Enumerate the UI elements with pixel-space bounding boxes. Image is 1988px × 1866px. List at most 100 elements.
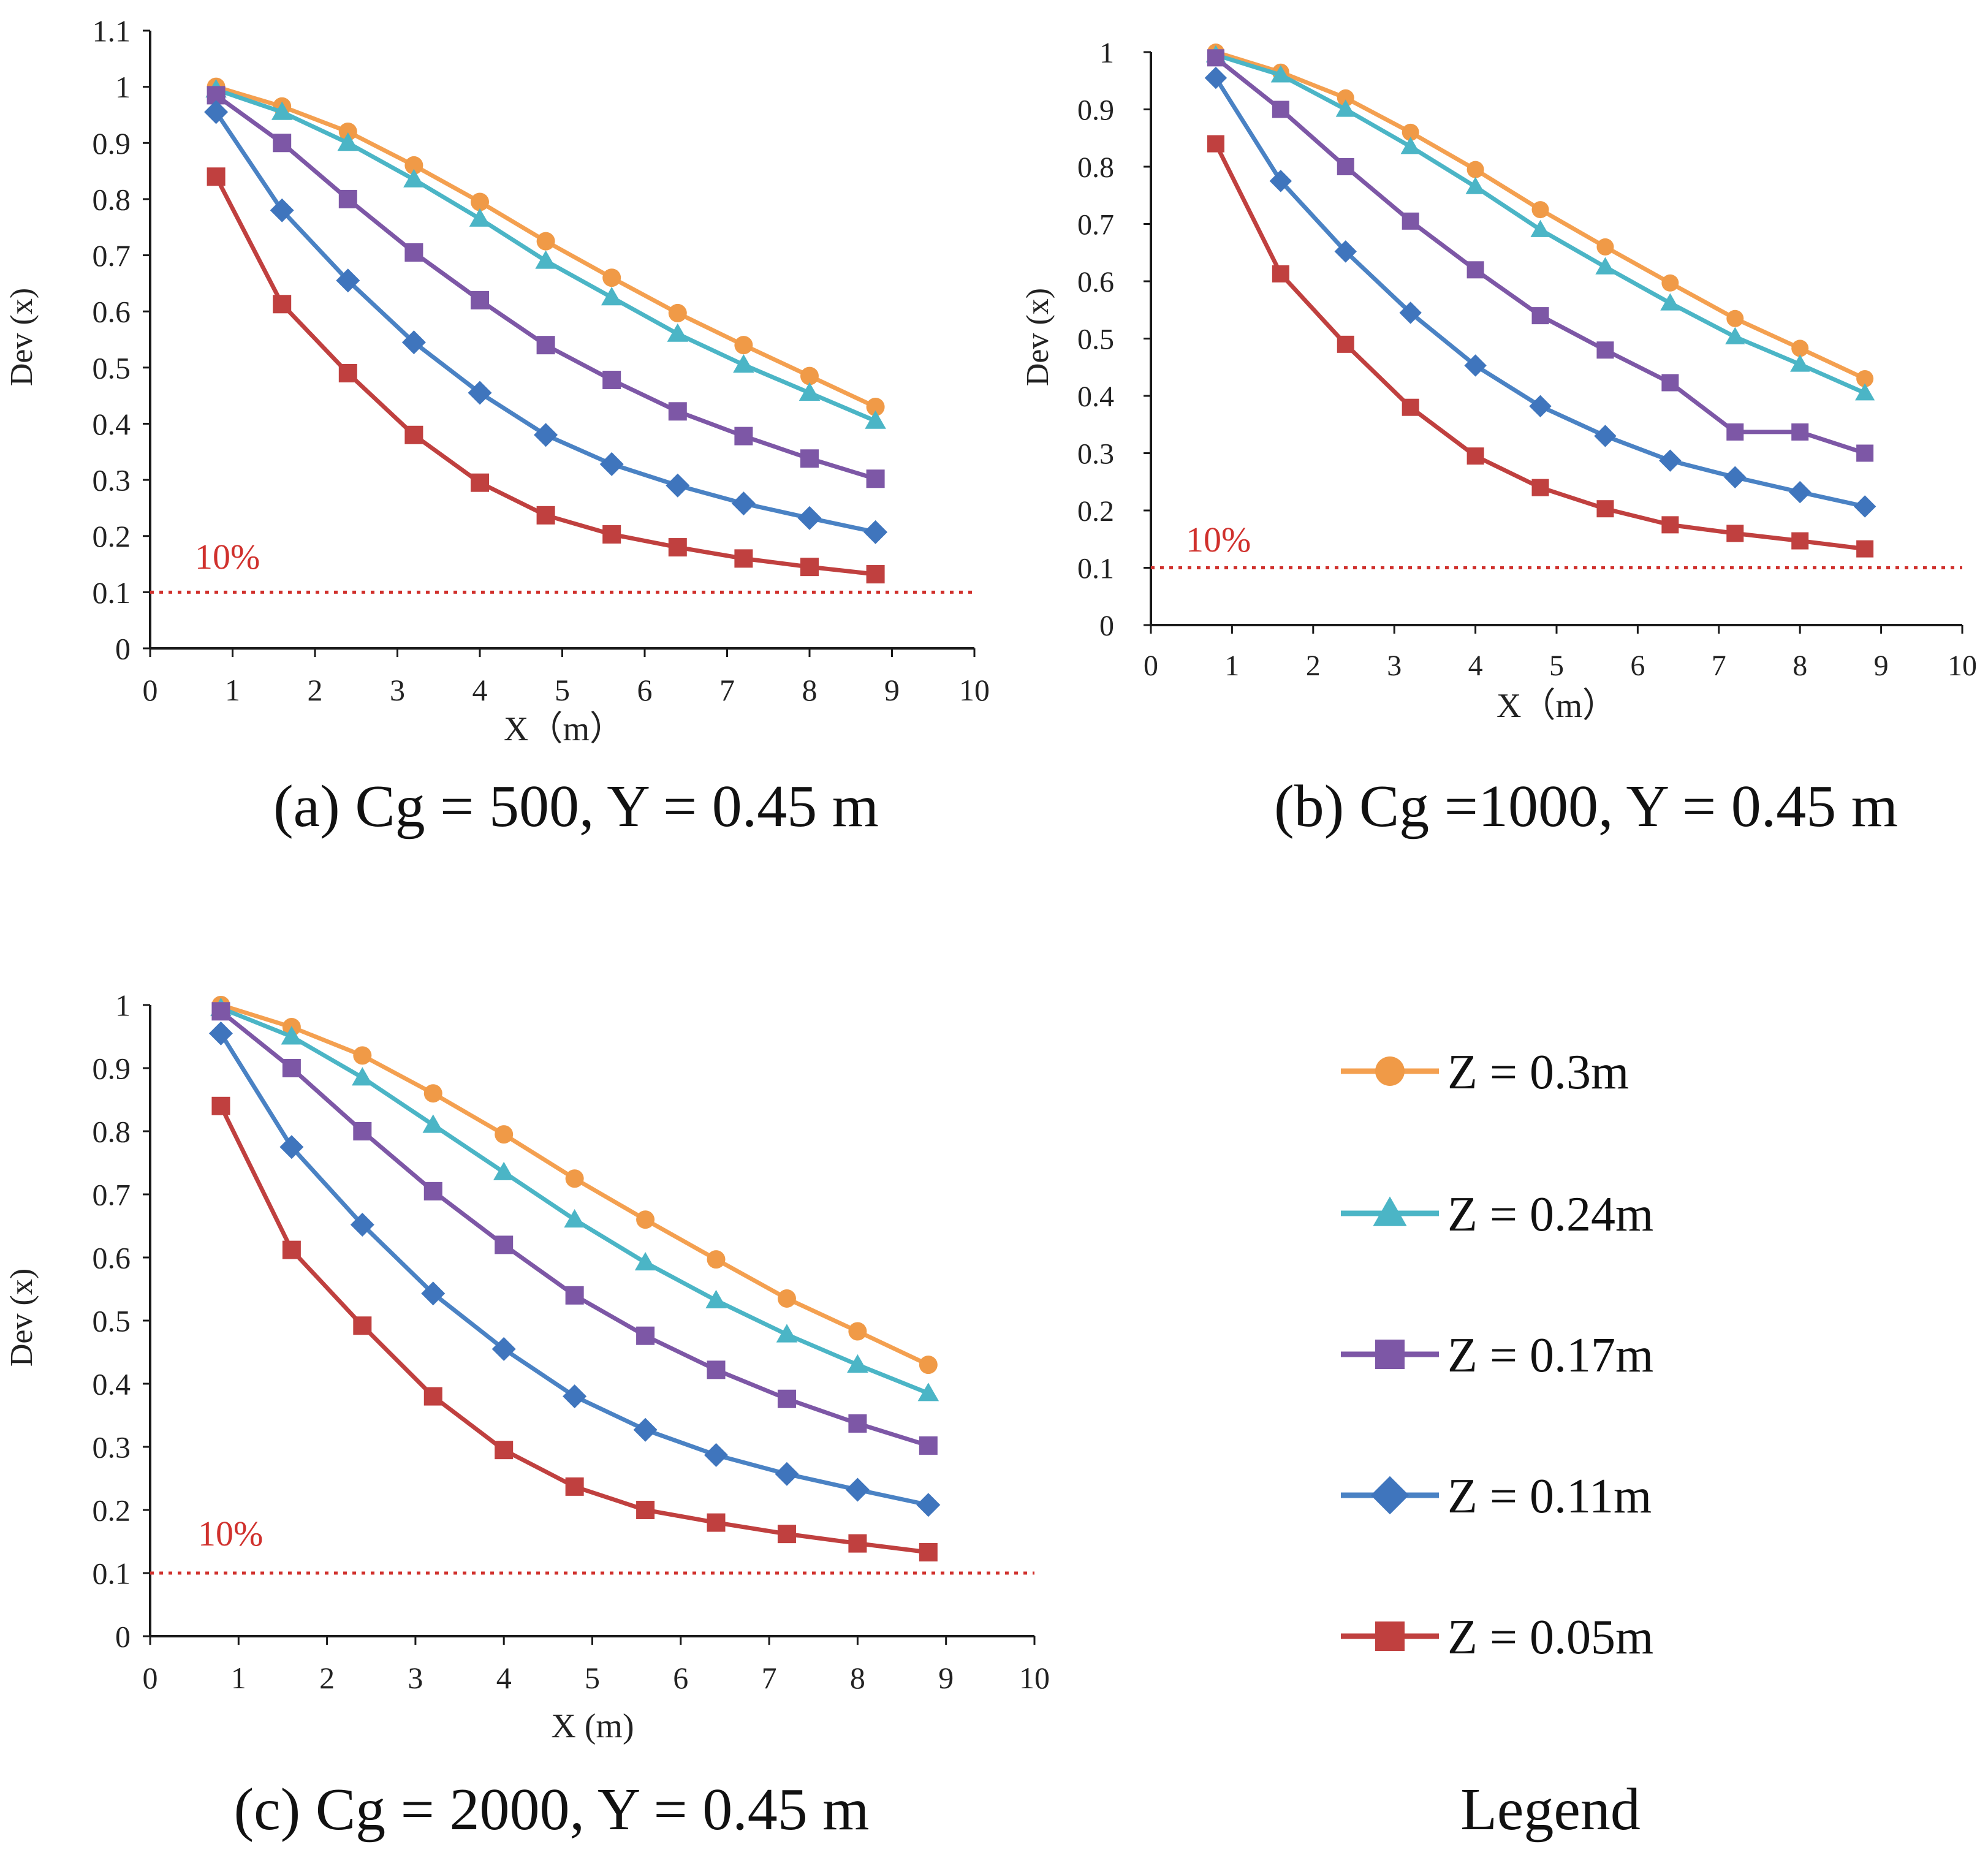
panel-a-data-point: [336, 268, 360, 293]
panel-c-data-point: [707, 1360, 726, 1379]
panel-b-data-point: [1270, 65, 1291, 83]
panel-b-data-point: [1337, 335, 1354, 353]
panel-a-data-point: [602, 268, 621, 287]
panel-c-data-point: [495, 1235, 514, 1254]
legend-marker: [1375, 1340, 1405, 1369]
panel-c-data-point: [704, 1443, 729, 1467]
panel-c-reference-label: 10%: [198, 1514, 263, 1553]
panel-b-data-point: [1791, 423, 1809, 441]
panel-b-data-point: [1466, 161, 1484, 178]
panel-a-data-point: [797, 506, 822, 530]
panel-c-data-point: [777, 1389, 796, 1408]
panel-c-y-tick-label: 0: [115, 1620, 131, 1654]
panel-c-x-tick-label: 7: [762, 1661, 777, 1695]
panel-c-data-point: [634, 1251, 656, 1271]
legend-title: Legend: [1460, 1777, 1641, 1843]
panel-b-data-point: [1530, 219, 1550, 237]
panel-b-data-point: [1596, 238, 1614, 256]
panel-a-data-point: [404, 156, 423, 175]
panel-a-data-point: [471, 192, 489, 211]
panel-b-data-point: [1207, 135, 1224, 153]
panel-c-data-point: [350, 1212, 374, 1237]
panel-a-data-point: [273, 134, 292, 153]
panel-c-series-5: [211, 1096, 938, 1562]
chart-panel-c: 00.10.20.30.40.50.60.70.80.910 1 2 3 4 5 6 7 8 9 1…: [4, 988, 1050, 1746]
panel-b-y-tick-label: 0.6: [1077, 266, 1114, 298]
panel-a-y-tick-label: 0.6: [93, 295, 131, 329]
legend-label: Z = 0.11m: [1447, 1470, 1652, 1523]
panel-b-data-point: [1791, 339, 1809, 357]
panel-b-data-point: [1659, 449, 1682, 472]
panel-a-x-tick-label: 8: [802, 673, 818, 707]
panel-a-data-point: [601, 287, 623, 306]
panel-b-data-point: [1726, 423, 1744, 441]
panel-c-data-point: [491, 1337, 516, 1361]
legend-marker: [1370, 1476, 1409, 1515]
panel-c-data-point: [353, 1046, 372, 1065]
legend-label: Z = 0.3m: [1447, 1045, 1629, 1099]
panel-a-y-tick-label: 0.4: [93, 407, 131, 441]
panel-c-data-point: [636, 1501, 655, 1519]
panel-b-data-point: [1595, 257, 1615, 275]
panel-c-data-point: [777, 1289, 796, 1308]
panel-a-series-4: [204, 100, 888, 544]
panel-b-x-tick-label: 8: [1793, 650, 1807, 682]
panel-a-data-point: [734, 549, 753, 568]
panel-c-y-axis-title: Dev (x): [4, 1269, 39, 1367]
panel-b-data-point: [1269, 170, 1292, 192]
panel-c-data-point: [565, 1477, 584, 1496]
panel-a-data-point: [471, 290, 489, 309]
panel-b-data-point: [1853, 495, 1876, 518]
panel-c-x-tick-label: 9: [938, 1661, 954, 1695]
panel-c-data-point: [565, 1286, 584, 1305]
panel-b-data-point: [1335, 99, 1356, 117]
panel-b-data-point: [1726, 525, 1744, 542]
panel-b-y-tick-label: 0.8: [1077, 151, 1114, 184]
panel-c-y-tick-label: 0.5: [93, 1304, 131, 1338]
panel-b-data-point: [1272, 265, 1289, 283]
panel-c-data-point: [636, 1326, 655, 1345]
panel-a-x-tick-label: 2: [308, 673, 323, 707]
panel-a-data-point: [734, 427, 753, 446]
panel-a-data-point: [866, 565, 885, 584]
panel-c-data-point: [705, 1289, 727, 1308]
panel-b-data-point: [1856, 370, 1874, 387]
panel-b-y-tick-label: 0.2: [1077, 495, 1114, 528]
panel-c-x-tick-label: 1: [231, 1661, 246, 1695]
legend-label: Z = 0.24m: [1447, 1188, 1653, 1242]
panel-a-data-point: [602, 525, 621, 544]
panel-c-data-point: [919, 1356, 938, 1375]
panel-a-data-point: [800, 366, 819, 385]
panel-b-x-tick-label: 2: [1306, 650, 1321, 682]
panel-c-data-point: [919, 1436, 938, 1455]
panel-a-data-point: [535, 250, 556, 269]
chart-panel-a: 0 0.1 0.2 0.3 0.4 0.5 0.6 0.7 0.8 0.9 1 1.1 0 1 2 3 4 5 6 7…: [4, 14, 990, 749]
panel-a-data-point: [866, 397, 885, 416]
panel-c-data-point: [563, 1384, 587, 1409]
panel-a-data-point: [666, 473, 690, 498]
panel-c-data-point: [211, 1096, 230, 1115]
panel-b-data-point: [1399, 302, 1422, 324]
panel-b-y-tick-label: 1: [1099, 37, 1114, 69]
panel-b-data-point: [1790, 354, 1810, 372]
panel-b-data-point: [1204, 66, 1227, 89]
panel-c-data-point: [282, 1240, 301, 1259]
panel-b-data-point: [1529, 395, 1552, 418]
panel-a-data-point: [404, 243, 423, 262]
panel-a-data-point: [668, 402, 687, 421]
panel-c-data-point: [919, 1543, 938, 1562]
panel-b-data-point: [1661, 274, 1679, 292]
panel-b-reference-label: 10%: [1186, 520, 1251, 559]
panel-b-x-tick-label: 9: [1874, 650, 1889, 682]
panel-c-data-point: [636, 1210, 655, 1229]
panel-c-y-tick-label: 0.9: [93, 1052, 131, 1086]
panel-a-x-tick-label: 4: [472, 673, 488, 707]
panel-b-y-tick-label: 0.4: [1077, 381, 1114, 413]
panel-c-data-point: [353, 1122, 372, 1140]
panel-a-data-point: [536, 336, 555, 355]
panel-c-data-point: [353, 1316, 372, 1335]
panel-b-x-tick-label: 3: [1387, 650, 1402, 682]
panel-b-y-tick-label: 0: [1099, 610, 1114, 642]
panel-a-data-point: [734, 336, 753, 355]
panel-c-x-axis-title: X (m): [551, 1707, 634, 1745]
